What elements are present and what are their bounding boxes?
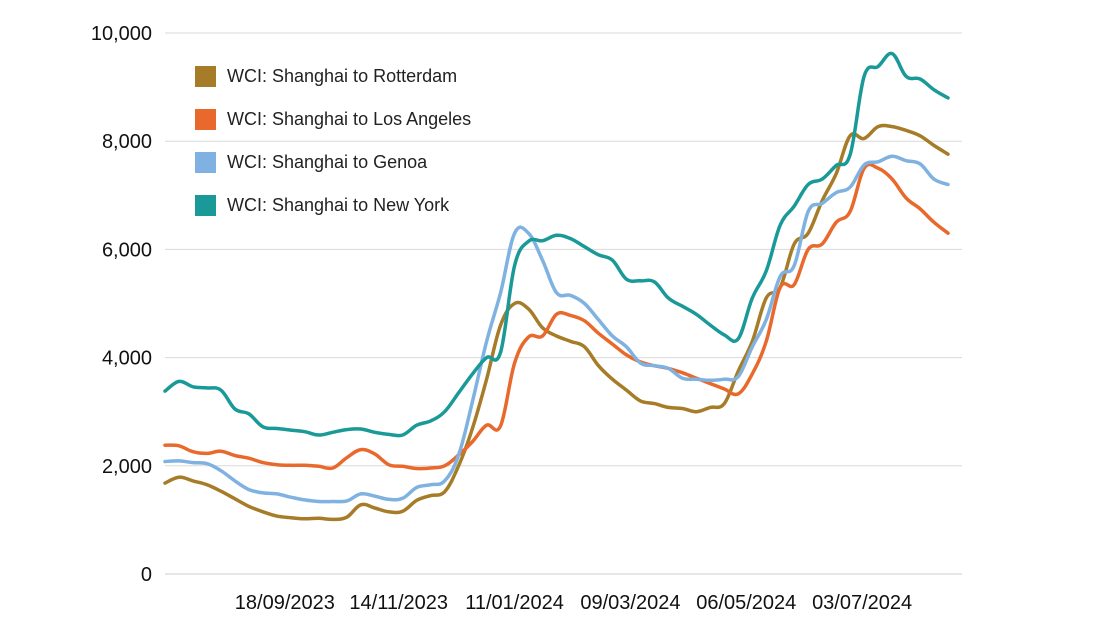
- x-tick-label: 06/05/2024: [696, 592, 796, 614]
- x-tick-label: 18/09/2023: [235, 592, 335, 614]
- legend-swatch: [195, 152, 216, 173]
- legend-swatch: [195, 66, 216, 87]
- legend-label: WCI: Shanghai to New York: [227, 195, 450, 215]
- series-line: [163, 123, 950, 522]
- y-tick-label: 4,000: [102, 348, 152, 370]
- series-line: [163, 162, 950, 471]
- series-line: [163, 51, 950, 438]
- series-lines: [163, 51, 950, 522]
- y-tick-labels: 0 2,000 4,000 6,000 8,000 10,000: [91, 23, 152, 586]
- x-tick-labels: 18/09/2023 14/11/2023 11/01/2024 09/03/2024…: [235, 592, 912, 614]
- legend-item: WCI: Shanghai to Genoa: [195, 152, 428, 173]
- legend-label: WCI: Shanghai to Genoa: [227, 152, 428, 172]
- legend-swatch: [195, 109, 216, 130]
- legend-label: WCI: Shanghai to Rotterdam: [227, 66, 457, 86]
- y-tick-label: 0: [141, 564, 152, 586]
- legend-swatch: [195, 195, 216, 216]
- x-tick-label: 14/11/2023: [349, 592, 448, 614]
- y-tick-label: 10,000: [91, 23, 152, 45]
- series-line: [163, 154, 950, 504]
- x-tick-label: 11/01/2024: [465, 592, 564, 614]
- gridlines: [165, 32, 962, 467]
- y-tick-label: 6,000: [102, 239, 152, 261]
- legend-item: WCI: Shanghai to New York: [195, 195, 450, 216]
- y-tick-label: 8,000: [102, 131, 152, 153]
- legend-item: WCI: Shanghai to Los Angeles: [195, 109, 471, 130]
- y-tick-label: 2,000: [102, 456, 152, 478]
- legend-item: WCI: Shanghai to Rotterdam: [195, 66, 457, 87]
- legend: WCI: Shanghai to Rotterdam WCI: Shanghai …: [195, 66, 471, 216]
- legend-label: WCI: Shanghai to Los Angeles: [227, 109, 471, 129]
- x-tick-label: 03/07/2024: [812, 592, 912, 614]
- x-tick-label: 09/03/2024: [580, 592, 680, 614]
